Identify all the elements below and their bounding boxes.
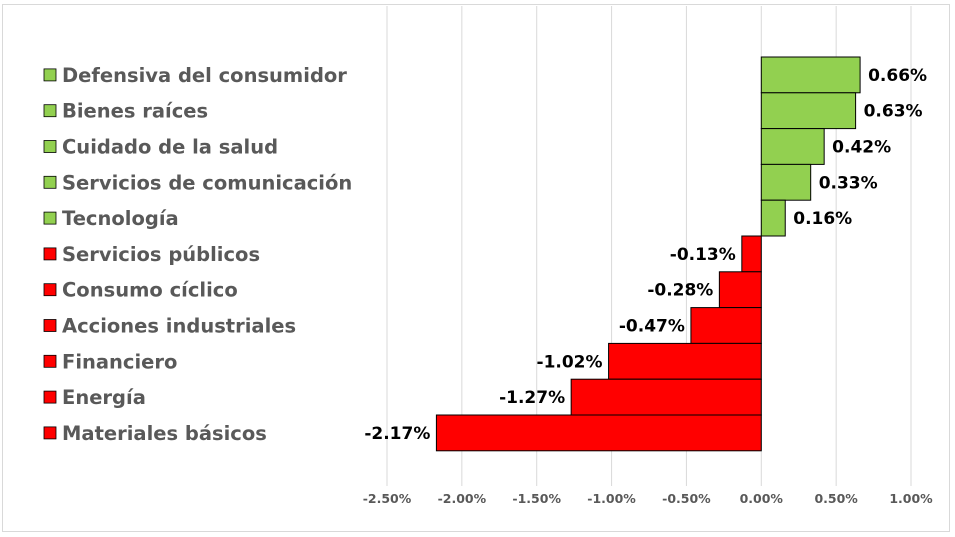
data-label: -0.28%: [647, 281, 713, 301]
legend-label: Bienes raíces: [62, 100, 208, 123]
data-label: -1.27%: [499, 388, 565, 408]
legend-label: Cuidado de la salud: [62, 136, 278, 159]
legend-label: Servicios públicos: [62, 243, 260, 266]
data-label: 0.42%: [832, 138, 891, 158]
x-tick-label: 0.00%: [740, 491, 784, 506]
legend-swatch: [43, 211, 57, 225]
bar: [718, 271, 762, 309]
legend-label: Tecnología: [62, 207, 179, 230]
x-tick-label: -0.50%: [662, 491, 711, 506]
legend-label: Energía: [62, 386, 146, 409]
legend-swatch: [43, 104, 57, 118]
legend-swatch: [43, 319, 57, 332]
bar: [760, 128, 825, 165]
bar: [435, 414, 762, 452]
x-tick-label: -1.00%: [587, 491, 636, 506]
legend-swatch: [43, 68, 57, 82]
bar: [760, 163, 812, 201]
bar: [570, 378, 762, 416]
legend-swatch: [43, 354, 57, 368]
legend-label: Consumo cíclico: [62, 279, 238, 302]
data-label: -2.17%: [364, 424, 430, 444]
legend-label: Servicios de comunicación: [62, 171, 352, 194]
legend-label: Acciones industriales: [62, 315, 296, 338]
bar: [741, 235, 762, 273]
chart-frame: [2, 4, 950, 532]
bar: [608, 342, 762, 380]
x-tick-label: -1.50%: [512, 491, 561, 506]
legend-swatch: [43, 283, 57, 297]
data-label: 0.66%: [868, 66, 927, 86]
legend-swatch: [43, 247, 57, 261]
legend-swatch: [43, 390, 57, 404]
data-label: 0.33%: [819, 173, 878, 193]
bar: [760, 199, 786, 237]
x-tick-label: -2.00%: [438, 491, 487, 506]
legend-label: Financiero: [62, 350, 177, 373]
legend-swatch: [43, 140, 57, 153]
x-tick-label: -2.50%: [363, 491, 412, 506]
x-tick-label: 0.50%: [814, 491, 858, 506]
legend-swatch: [43, 175, 57, 189]
x-tick-label: 1.00%: [889, 491, 933, 506]
data-label: -0.13%: [670, 245, 736, 265]
legend-swatch: [43, 426, 57, 440]
data-label: 0.63%: [864, 102, 923, 122]
legend-label: Materiales básicos: [62, 422, 267, 445]
data-label: 0.16%: [793, 209, 852, 229]
legend-label: Defensiva del consumidor: [62, 64, 347, 87]
bar: [760, 92, 857, 130]
data-label: -1.02%: [537, 352, 603, 372]
bar: [690, 307, 762, 344]
data-label: -0.47%: [619, 317, 685, 337]
bar: [760, 56, 861, 94]
